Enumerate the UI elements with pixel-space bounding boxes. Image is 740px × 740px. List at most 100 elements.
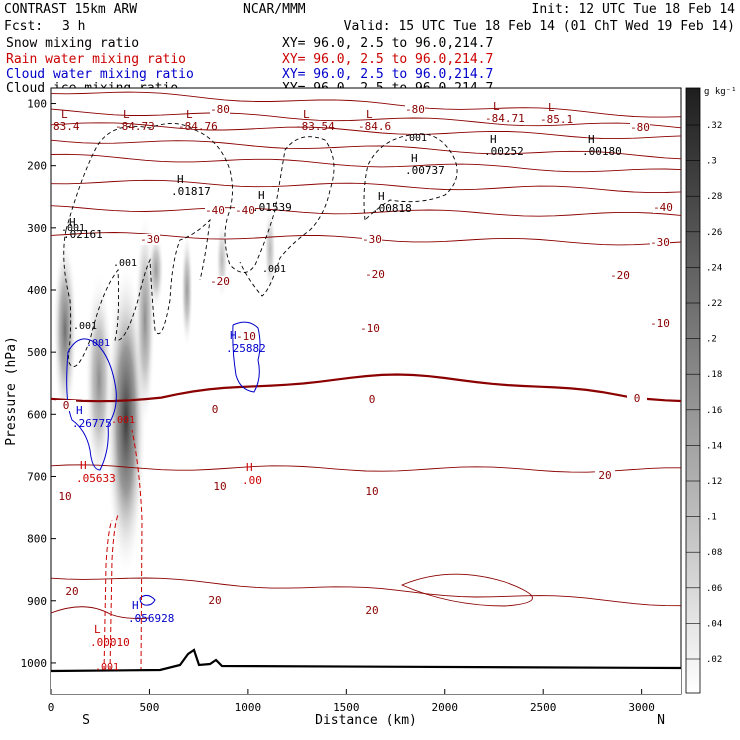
colorbar-level-label: .08 (706, 548, 722, 558)
isotherm-label-bg (405, 104, 425, 115)
isotherm-label-bg (650, 318, 670, 329)
init-time: Init: 12 UTC Tue 18 Feb 14 (532, 2, 736, 17)
cloud-ice-contour (65, 123, 335, 297)
legend-xy-2: XY= 96.0, 2.5 to 96.0,214.7 (282, 67, 493, 82)
x-tick-label: 2000 (432, 701, 459, 714)
isotherm-label-bg (630, 122, 650, 133)
isotherm-label-bg (210, 276, 230, 287)
isotherm-closed-20 (400, 573, 533, 607)
isotherm-label: -80 (630, 121, 650, 134)
cloud-ice-contours (63, 123, 458, 368)
legend-xy-0: XY= 96.0, 2.5 to 96.0,214.7 (282, 36, 493, 51)
colorbar-level-label: .02 (706, 655, 722, 665)
isotherm-label: -20 (210, 275, 230, 288)
isotherm-label: -10 (236, 330, 256, 343)
rain-water-extremum-marker: L (94, 623, 101, 636)
isotherm-line (51, 373, 681, 403)
colorbar-level-label: .2 (706, 335, 717, 345)
snow-core (148, 230, 164, 310)
rain-water-extremum-value: .05633 (76, 472, 116, 485)
isotherm-label: -80 (405, 103, 425, 116)
org-title: NCAR/MMM (243, 2, 306, 17)
cloud-water-extremum-marker: H (132, 599, 139, 612)
isotherm-line (51, 205, 681, 217)
rain-water-contour (131, 429, 143, 673)
colorbar-level-label: .06 (706, 584, 722, 594)
cloud-water-extremum-value: .26775 (72, 417, 112, 430)
plot-frame (50, 87, 682, 695)
isotherm-label-bg (205, 595, 225, 606)
cloud-ice-extremum-value: .00180 (582, 145, 622, 158)
legend-field-1: Rain water mixing ratio (6, 52, 186, 67)
isotherm-label-bg (205, 205, 225, 216)
isotherm-label-bg (210, 104, 230, 115)
snow-core (181, 230, 193, 350)
snow-core (53, 235, 77, 425)
isotherm-label-bg (62, 586, 82, 597)
colorbar-level-label: .1 (706, 513, 717, 523)
cloud-ice-extremum-marker: H (378, 190, 385, 203)
isotherm-label-bg (650, 237, 670, 248)
isotherm-label-bg (365, 269, 385, 280)
cloud-ice-extremum-marker: H (411, 152, 418, 165)
cloud-ice-contour (63, 218, 211, 368)
temperature-extremum-marker: L (548, 101, 555, 114)
y-tick-label: 100 (27, 98, 47, 111)
legend-field-2: Cloud water mixing ratio (6, 67, 194, 82)
colorbar-unit: g kg⁻¹ (704, 87, 737, 97)
snow-core (216, 220, 228, 300)
isotherm-line (51, 464, 681, 473)
x-tick-label: 0 (48, 701, 55, 714)
colorbar-level-label: .22 (706, 299, 722, 309)
temperature-extremum-value: -83.54 (295, 120, 335, 133)
snow-core (85, 270, 113, 490)
cloud-ice-contour-label: .001 (262, 264, 286, 275)
legend-field-0: Snow mixing ratio (6, 36, 139, 51)
isotherm-label: -10 (360, 322, 380, 335)
colorbar-level-label: .3 (706, 157, 717, 167)
y-tick-label: 500 (27, 346, 47, 359)
isotherm-label: -80 (210, 103, 230, 116)
colorbar-level-label: .24 (706, 263, 722, 273)
terrain-fill (51, 650, 681, 694)
isotherm-label: 0 (369, 393, 376, 406)
isotherm-line (51, 153, 681, 173)
isotherm-label: -30 (650, 236, 670, 249)
terrain-line (51, 648, 681, 673)
cloud-water-contour (232, 321, 261, 393)
temperature-extremum-value: -84.76 (178, 120, 218, 133)
isotherm-label-bg (627, 393, 647, 404)
isotherm-label-bg (362, 486, 382, 497)
isotherm-label-bg (360, 323, 380, 334)
y-axis-label: Pressure (hPa) (4, 336, 19, 446)
isotherm-label-bg (362, 605, 382, 616)
isotherm-label-bg (236, 331, 256, 342)
temperature-extremum-value: -84.73 (115, 120, 155, 133)
temperature-extremum-marker: L (493, 100, 500, 113)
isotherm-label-bg (235, 205, 255, 216)
isotherm-label: -30 (140, 233, 160, 246)
isotherm-label-bg (362, 394, 382, 405)
rain-water-contour (103, 519, 113, 673)
isotherm-label-bg (205, 404, 225, 415)
valid-time: Valid: 15 UTC Tue 18 Feb 14 (01 ChT Wed … (344, 19, 735, 34)
rain-water-contours (103, 429, 143, 673)
isotherm-label: -40 (653, 201, 673, 214)
isotherm-label: -10 (650, 317, 670, 330)
temperature-extremum-value: -85.1 (540, 113, 573, 126)
colorbar-level-label: .32 (706, 121, 722, 131)
colorbar-level-label: .26 (706, 228, 722, 238)
rain-water-extremum-value: .00 (242, 474, 262, 487)
isotherm-label: 0 (212, 403, 219, 416)
colorbar-level-label: .16 (706, 406, 722, 416)
cloud-ice-extremum-value: .00818 (372, 202, 412, 215)
x-tick-label: 500 (140, 701, 160, 714)
temperature-extremum-marker: L (61, 108, 68, 121)
cloud-ice-extremum-value: .01817 (171, 185, 211, 198)
model-title: CONTRAST 15km ARW (4, 2, 137, 17)
rain-water-extremum-marker: H (246, 461, 253, 474)
isotherm-label: -20 (365, 268, 385, 281)
cloud-ice-contour-label: .001 (403, 133, 427, 144)
cloud-ice-extremum-marker: H (69, 216, 76, 229)
